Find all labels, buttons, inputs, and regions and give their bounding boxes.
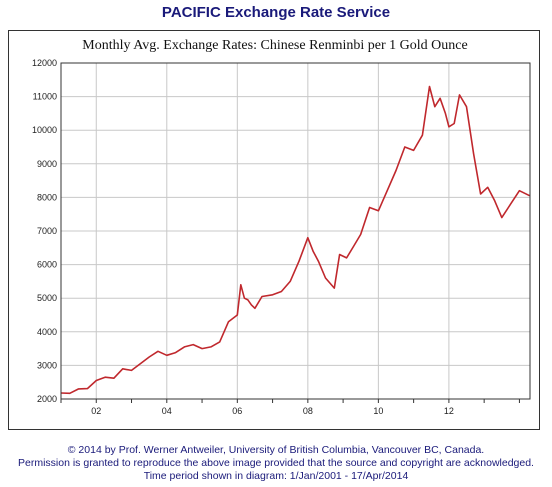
y-tick-label: 3000	[37, 360, 57, 370]
permission-line: Permission is granted to reproduce the a…	[18, 457, 534, 469]
chart-frame: 2000 3000 4000 5000 6000 7000 8000 9000 10000 110…	[8, 30, 540, 430]
chart-plot: 2000 3000 4000 5000 6000 7000 8000 9000 10000 110…	[32, 58, 531, 416]
y-tick-label: 5000	[37, 293, 57, 303]
copyright-line: © 2014 by Prof. Werner Antweiler, Univer…	[67, 444, 485, 456]
x-tick-label: 02	[91, 406, 101, 416]
y-tick-label: 7000	[37, 226, 57, 236]
y-tick-label: 6000	[37, 260, 57, 270]
x-tick-label: 04	[162, 406, 172, 416]
y-tick-label: 8000	[37, 192, 57, 202]
y-tick-label: 2000	[37, 394, 57, 404]
x-tick-label: 06	[232, 406, 242, 416]
y-tick-label: 9000	[37, 159, 57, 169]
time-period-line: Time period shown in diagram: 1/Jan/2001…	[143, 470, 409, 482]
series-line	[60, 85, 530, 395]
x-tick-label: 10	[373, 406, 383, 416]
y-tick-label: 12000	[32, 58, 57, 68]
service-title: PACIFIC Exchange Rate Service	[161, 4, 391, 21]
x-tick-label: 12	[444, 406, 454, 416]
plot-border	[60, 62, 531, 400]
y-tick-label: 11000	[33, 92, 57, 102]
chart-title: Monthly Avg. Exchange Rates: Chinese Ren…	[82, 38, 468, 53]
x-tick-label: 08	[303, 406, 313, 416]
y-tick-label: 10000	[32, 125, 57, 135]
y-tick-label: 4000	[37, 327, 57, 337]
